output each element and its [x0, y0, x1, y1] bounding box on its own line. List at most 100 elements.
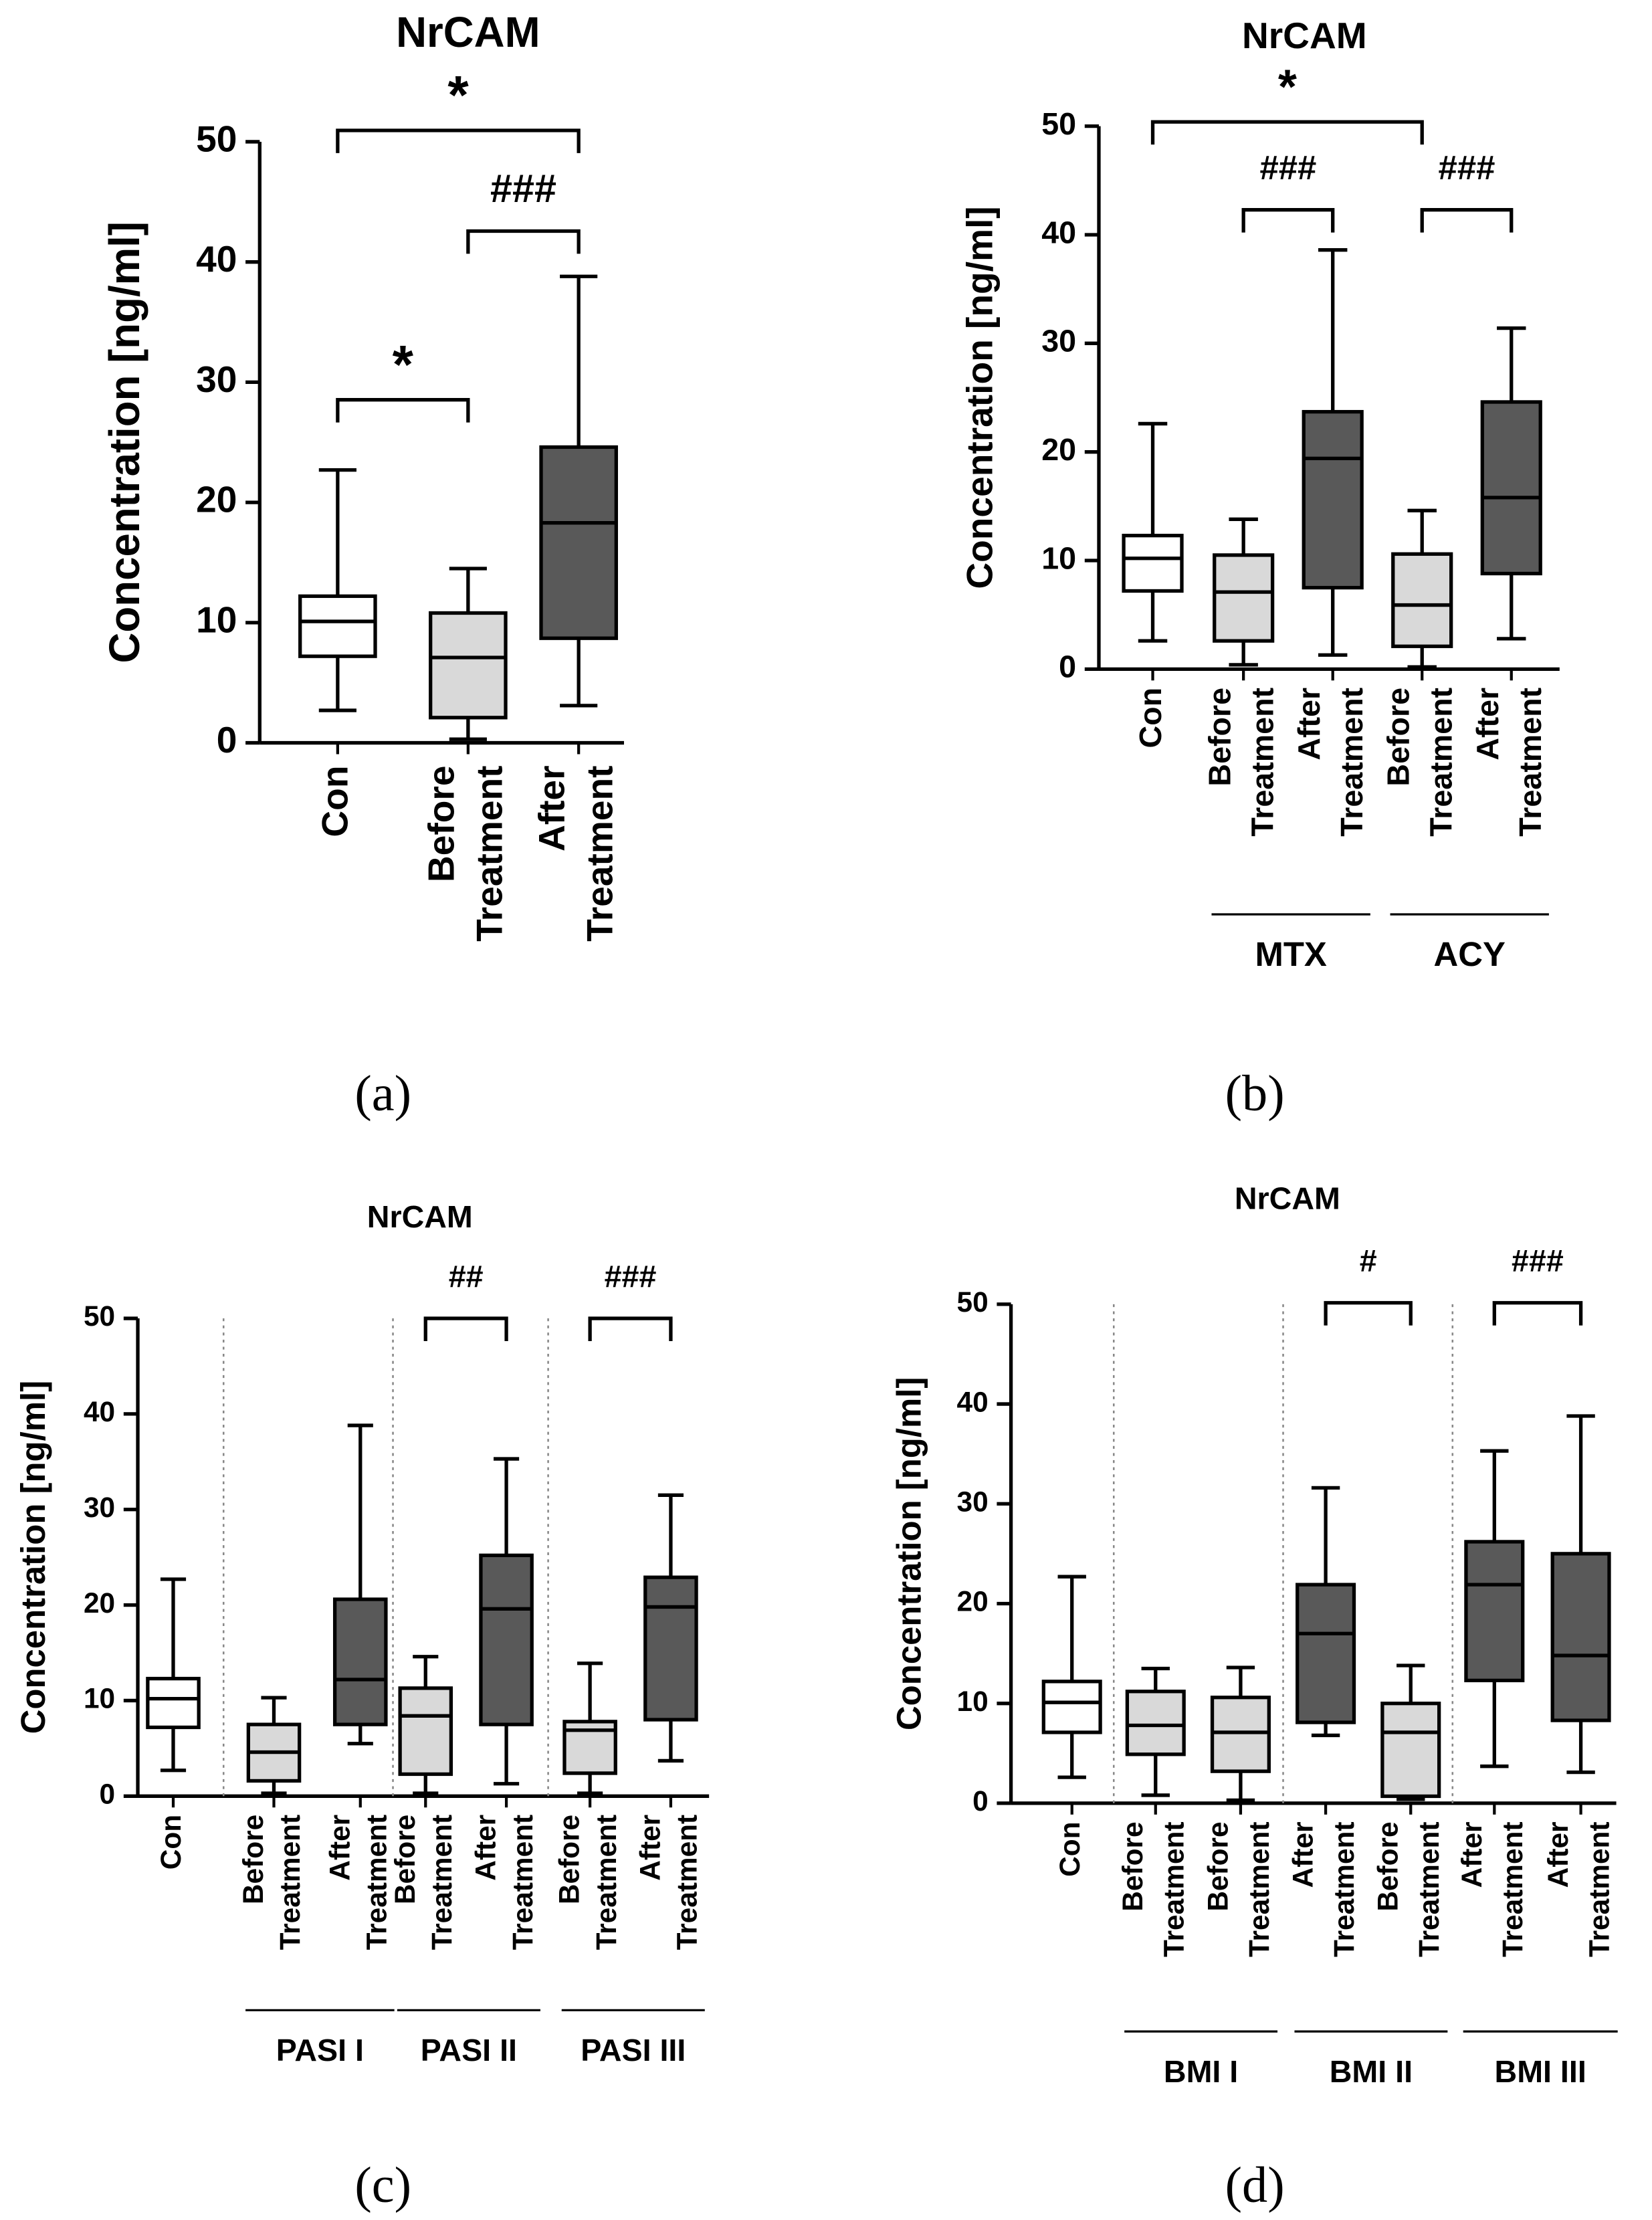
y-tick-label: 40: [1041, 215, 1076, 249]
box: [1302, 409, 1364, 590]
x-tick-label: Treatment: [1328, 1821, 1360, 1957]
significance-bracket: [1492, 1301, 1583, 1326]
y-tick-label: 0: [100, 1778, 116, 1809]
y-tick-label: 0: [972, 1785, 989, 1817]
chart-title: NrCAM: [1242, 15, 1367, 56]
y-tick-label: 0: [217, 719, 237, 761]
box: [298, 594, 377, 658]
group-label: PASI I: [276, 2033, 364, 2067]
y-tick-label: 50: [1041, 106, 1076, 141]
y-tick-label: 50: [957, 1286, 989, 1318]
significance-label: #: [1360, 1243, 1377, 1278]
box: [1041, 1680, 1102, 1734]
y-tick-label: 10: [1041, 540, 1076, 575]
significance-label: ###: [1259, 148, 1316, 187]
x-tick-label: After: [635, 1815, 666, 1881]
y-tick-label: 40: [84, 1396, 115, 1427]
x-tick-label: Con: [314, 765, 355, 837]
group-label: BMI II: [1330, 2054, 1413, 2089]
box: [398, 1686, 453, 1777]
significance-label: *: [393, 334, 414, 395]
group-label: ACY: [1434, 935, 1506, 973]
box: [479, 1553, 534, 1726]
box: [1550, 1552, 1611, 1722]
group-label: PASI III: [581, 2033, 686, 2067]
significance-bracket: [336, 128, 581, 153]
x-tick-label: Treatment: [1245, 688, 1279, 837]
significance-label: *: [447, 66, 469, 126]
y-axis-label: Concentration [ng/ml]: [959, 206, 1001, 589]
box: [1380, 1702, 1441, 1799]
x-tick-label: Before: [554, 1815, 585, 1904]
significance-bracket: [1324, 1301, 1413, 1326]
box: [1296, 1583, 1356, 1724]
significance-label: ###: [490, 166, 556, 211]
significance-bracket: [588, 1316, 673, 1341]
x-tick-label: Con: [155, 1815, 187, 1870]
x-tick-label: After: [324, 1815, 355, 1881]
x-tick-label: After: [1292, 688, 1326, 761]
y-tick-label: 20: [84, 1587, 115, 1619]
x-tick-label: Before: [1381, 688, 1416, 787]
y-tick-label: 40: [957, 1386, 989, 1417]
significance-label: ###: [1439, 148, 1495, 187]
x-tick-label: After: [1542, 1821, 1574, 1888]
x-tick-label: Before: [1117, 1821, 1148, 1911]
y-tick-label: 20: [196, 479, 237, 520]
group-label: MTX: [1255, 935, 1326, 973]
box: [1125, 1690, 1186, 1756]
box: [1122, 534, 1184, 593]
x-tick-label: Treatment: [1243, 1821, 1275, 1957]
y-tick-label: 10: [957, 1686, 989, 1717]
significance-bracket: [423, 1316, 508, 1341]
chart-title: NrCAM: [367, 1199, 473, 1234]
y-axis-label: Concentration [ng/ml]: [101, 221, 148, 663]
y-axis-label: Concentration [ng/ml]: [890, 1377, 928, 1730]
x-tick-label: After: [1287, 1821, 1319, 1888]
panel-label: (c): [354, 2156, 411, 2213]
x-tick-label: Before: [1202, 1821, 1233, 1911]
group-label: PASI II: [421, 2033, 517, 2067]
x-tick-label: Treatment: [1497, 1821, 1528, 1957]
x-tick-label: Treatment: [579, 765, 621, 941]
x-tick-label: Treatment: [672, 1815, 703, 1950]
y-tick-label: 0: [1059, 649, 1076, 684]
significance-bracket: [1241, 208, 1335, 233]
significance-bracket: [1420, 208, 1514, 233]
group-label: BMI III: [1495, 2054, 1586, 2089]
x-tick-label: Treatment: [507, 1815, 538, 1950]
box: [332, 1597, 388, 1726]
box: [643, 1575, 698, 1722]
y-tick-label: 40: [196, 238, 237, 280]
x-tick-label: After: [470, 1815, 502, 1881]
x-tick-label: Before: [1372, 1821, 1404, 1911]
y-axis-label: Concentration [ng/ml]: [14, 1381, 52, 1734]
x-tick-label: Treatment: [1413, 1821, 1445, 1957]
x-tick-label: Treatment: [1158, 1821, 1190, 1957]
chart-title: NrCAM: [1235, 1181, 1340, 1215]
y-tick-label: 20: [1041, 432, 1076, 467]
box: [146, 1676, 201, 1730]
box: [1480, 400, 1542, 576]
y-tick-label: 20: [957, 1586, 989, 1617]
x-tick-label: Treatment: [468, 765, 510, 941]
x-tick-label: Con: [1133, 688, 1168, 748]
y-tick-label: 30: [957, 1486, 989, 1517]
x-tick-label: Before: [420, 765, 461, 882]
x-tick-label: Treatment: [1423, 688, 1458, 837]
x-tick-label: Treatment: [1584, 1821, 1615, 1957]
x-tick-label: Before: [237, 1815, 269, 1904]
x-tick-label: Treatment: [274, 1815, 306, 1950]
x-tick-label: Treatment: [426, 1815, 457, 1950]
x-tick-label: Con: [1054, 1821, 1086, 1876]
y-tick-label: 10: [84, 1683, 115, 1714]
significance-bracket: [1150, 120, 1424, 145]
x-tick-label: Treatment: [591, 1815, 622, 1950]
x-tick-label: Before: [1203, 688, 1237, 787]
x-tick-label: Treatment: [1334, 688, 1369, 837]
x-tick-label: After: [1456, 1821, 1487, 1888]
x-tick-label: Treatment: [1513, 688, 1548, 837]
x-tick-label: Treatment: [361, 1815, 393, 1950]
y-tick-label: 10: [196, 599, 237, 640]
